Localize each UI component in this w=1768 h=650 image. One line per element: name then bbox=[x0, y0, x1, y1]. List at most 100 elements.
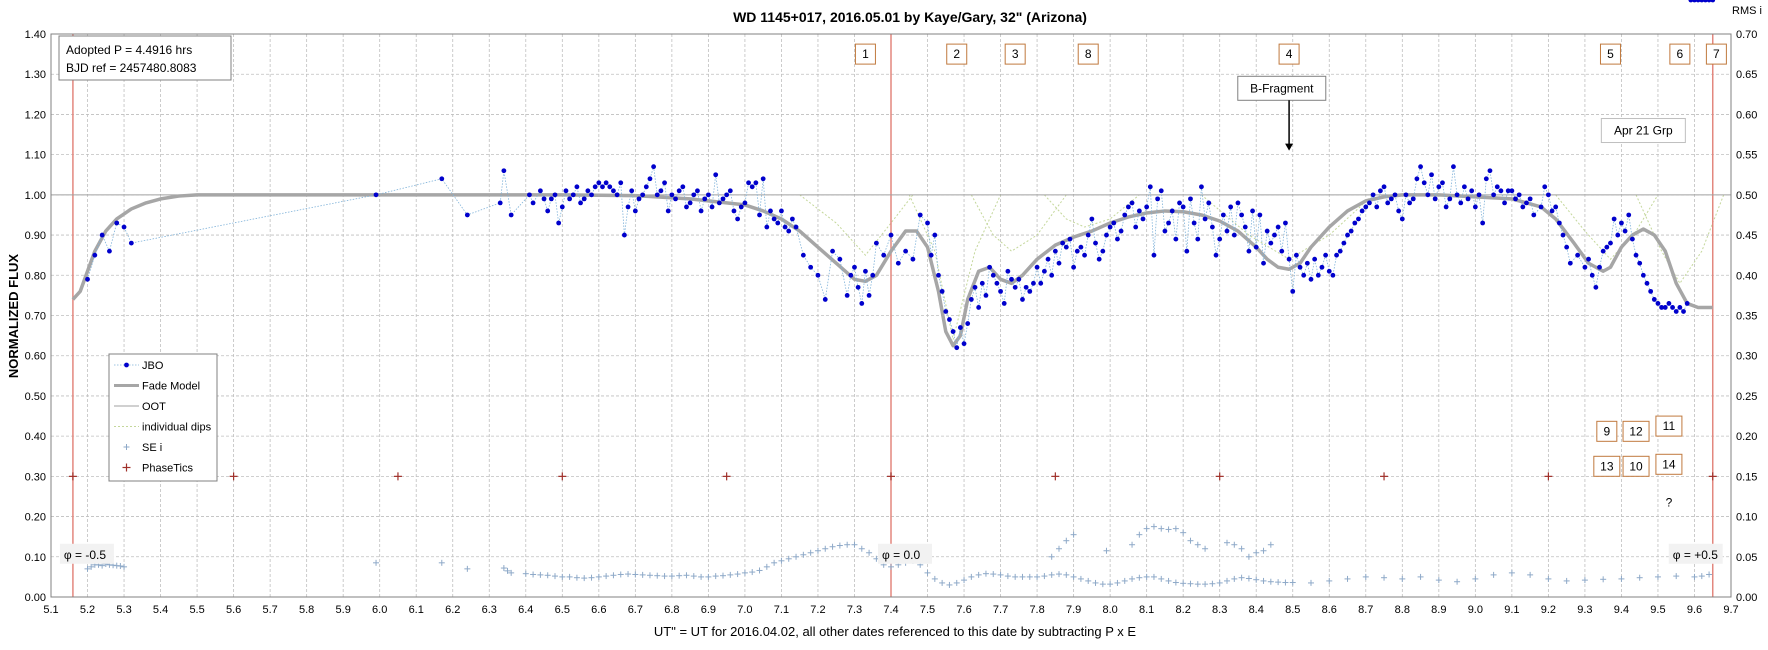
jbo-point bbox=[713, 172, 719, 178]
se-i-point bbox=[573, 574, 580, 581]
jbo-point bbox=[1334, 252, 1339, 258]
se-i-point bbox=[953, 579, 960, 586]
se-i-point bbox=[720, 572, 726, 579]
jbo-point bbox=[1162, 228, 1168, 234]
jbo-point bbox=[541, 196, 547, 202]
jbo-point bbox=[990, 272, 996, 278]
jbo-point bbox=[943, 309, 949, 314]
jbo-point bbox=[1538, 204, 1544, 210]
jbo-point bbox=[1582, 264, 1588, 270]
se-i-point bbox=[537, 571, 544, 578]
jbo-point bbox=[1078, 244, 1084, 250]
jbo-point bbox=[563, 188, 569, 194]
se-i-point bbox=[1129, 575, 1136, 582]
jbo-point bbox=[1202, 216, 1208, 222]
jbo-point bbox=[1381, 184, 1387, 190]
jbo-point bbox=[1527, 196, 1533, 202]
jbo-point bbox=[1089, 216, 1095, 222]
jbo-point bbox=[1487, 168, 1493, 174]
jbo-point bbox=[1549, 208, 1555, 214]
phase-tic bbox=[1215, 472, 1224, 481]
jbo-point bbox=[552, 192, 558, 198]
jbo-point bbox=[1031, 280, 1036, 286]
jbo-point bbox=[1323, 252, 1329, 258]
x-tick-label: 7.6 bbox=[956, 604, 971, 616]
se-i-point bbox=[661, 573, 668, 580]
jbo-point bbox=[1451, 164, 1456, 170]
se-i-point bbox=[552, 573, 558, 580]
jbo-point bbox=[1345, 232, 1350, 238]
jbo-point bbox=[85, 276, 90, 282]
jbo-point bbox=[1001, 301, 1007, 306]
jbo-point bbox=[1611, 216, 1617, 222]
jbo-point bbox=[1184, 248, 1190, 254]
jbo-point bbox=[1293, 252, 1299, 258]
jbo-point bbox=[1410, 196, 1416, 202]
b-fragment-label: B-Fragment bbox=[1250, 81, 1314, 95]
jbo-point bbox=[1516, 192, 1522, 198]
dip-label-box bbox=[1669, 43, 1691, 65]
y-tick-label: 1.20 bbox=[25, 109, 46, 121]
jbo-point bbox=[957, 325, 963, 330]
jbo-point bbox=[1648, 288, 1654, 294]
jbo-point bbox=[1472, 204, 1478, 210]
se-i-point bbox=[84, 565, 91, 572]
jbo-point bbox=[1297, 264, 1303, 270]
phase-lines bbox=[72, 34, 1714, 597]
se-i-point bbox=[639, 571, 646, 578]
jbo-point bbox=[1326, 268, 1332, 274]
x-tick-label: 6.6 bbox=[591, 604, 606, 616]
jbo-point bbox=[1443, 204, 1449, 210]
x-tick-label: 7.7 bbox=[993, 604, 1008, 616]
jbo-point bbox=[1476, 192, 1482, 198]
jbo-point bbox=[1239, 212, 1245, 218]
jbo-point bbox=[1644, 280, 1650, 286]
jbo-point bbox=[1085, 232, 1091, 238]
jbo-point bbox=[764, 224, 770, 230]
jbo-point bbox=[1122, 212, 1128, 218]
x-tick-label: 6.2 bbox=[445, 604, 460, 616]
se-i-point bbox=[1180, 529, 1187, 536]
jbo-point bbox=[870, 272, 876, 278]
se-i-point bbox=[683, 572, 690, 579]
x-tick-label: 5.2 bbox=[80, 604, 95, 616]
dip-label-text: 9 bbox=[1603, 424, 1610, 438]
se-i-point bbox=[1034, 573, 1041, 580]
jbo-point bbox=[1359, 208, 1365, 214]
y2-tick-label: 0.55 bbox=[1736, 150, 1757, 162]
jbo-point bbox=[1575, 252, 1581, 258]
y2-tick-label: 0.70 bbox=[1736, 29, 1757, 41]
jbo-point bbox=[972, 284, 978, 290]
se-i-point bbox=[1099, 581, 1106, 588]
legend-fade-model-label: Fade Model bbox=[142, 381, 200, 393]
jbo-point bbox=[1009, 276, 1014, 282]
jbo-point bbox=[1637, 260, 1643, 266]
jbo-point bbox=[903, 248, 909, 254]
apr21-callout: Apr 21 Grp bbox=[1600, 118, 1686, 144]
jbo-point bbox=[965, 321, 971, 326]
jbo-point bbox=[771, 216, 777, 222]
jbo-point bbox=[830, 248, 835, 254]
jbo-point bbox=[107, 248, 112, 254]
se-i-point bbox=[1165, 526, 1172, 533]
se-i-point bbox=[939, 579, 946, 586]
se-i-point bbox=[1224, 539, 1230, 546]
jbo-point bbox=[1608, 240, 1613, 246]
jbo-point bbox=[1312, 256, 1318, 262]
jbo-point bbox=[1670, 305, 1675, 310]
x-tick-label: 7.9 bbox=[1066, 604, 1081, 616]
phase-label-text: φ = 0.0 bbox=[882, 548, 920, 562]
x-tick-label: 6.8 bbox=[664, 604, 679, 616]
x-tick-label: 9.1 bbox=[1504, 604, 1519, 616]
dip-label: 5 bbox=[1599, 43, 1621, 65]
se-i-point bbox=[763, 563, 770, 570]
jbo-point bbox=[1173, 236, 1179, 242]
se-i-point bbox=[1308, 579, 1314, 586]
question-mark: ? bbox=[1666, 495, 1673, 509]
se-i-point bbox=[500, 565, 507, 572]
dip-label-text: 4 bbox=[1286, 47, 1293, 61]
phase-label-text: φ = -0.5 bbox=[64, 548, 106, 562]
jbo-point bbox=[1158, 188, 1164, 194]
dip-label-box bbox=[1278, 43, 1300, 65]
